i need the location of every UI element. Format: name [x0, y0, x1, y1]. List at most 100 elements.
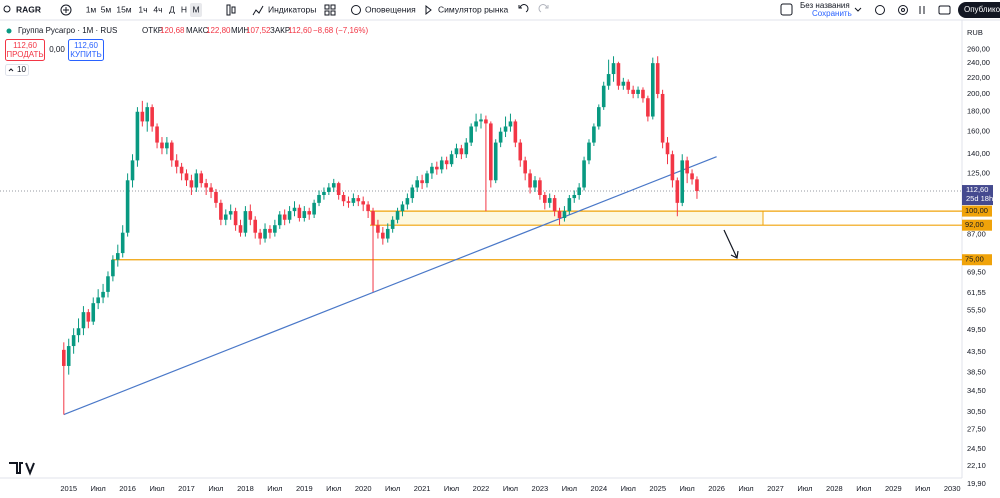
- collapse-button[interactable]: [5, 64, 29, 76]
- candle-body: [322, 191, 326, 195]
- candle-body: [214, 191, 218, 203]
- candle-body: [233, 211, 238, 226]
- high-value: 122,80: [206, 26, 231, 35]
- candle-body: [96, 297, 100, 304]
- sell-label[interactable]: ПРОДАТЬ: [6, 50, 43, 59]
- candle-body: [592, 126, 596, 143]
- candle-body: [140, 111, 145, 122]
- layouts-icon-d: [330, 10, 336, 16]
- interval-button[interactable]: 4ч: [153, 4, 162, 14]
- x-tick-label: 2022: [473, 484, 490, 493]
- chart-title: Группа Русагро · 1М · RUS: [18, 26, 117, 35]
- candle-body: [626, 81, 631, 90]
- x-tick-label: 2015: [60, 484, 77, 493]
- sell-price[interactable]: 112,60: [13, 41, 37, 50]
- publish-button-bg[interactable]: [958, 2, 1000, 18]
- open-label: ОТКР: [142, 26, 163, 35]
- candle-body: [606, 74, 611, 86]
- candle-body: [479, 119, 483, 122]
- interval-button[interactable]: М: [192, 4, 199, 14]
- layout-menu[interactable]: [854, 7, 862, 12]
- candle-body: [518, 142, 523, 161]
- candle-body: [312, 202, 316, 215]
- candle-body: [155, 126, 159, 143]
- simulator-button[interactable]: Симулятор рынка: [438, 4, 509, 14]
- settings-hub: [901, 8, 905, 12]
- indicators-button[interactable]: Индикаторы: [268, 4, 316, 14]
- x-tick-label: 2018: [237, 484, 254, 493]
- undo-button[interactable]: [518, 4, 529, 13]
- candle-body: [489, 123, 493, 181]
- candle-body: [263, 228, 267, 239]
- trend-line: [63, 156, 717, 416]
- chart-type-icon[interactable]: [226, 4, 231, 16]
- candle-body: [174, 160, 179, 167]
- candle-body: [552, 198, 557, 212]
- x-tick-label: Июл: [326, 484, 341, 493]
- candle-body: [331, 183, 336, 188]
- candle-body: [430, 166, 434, 174]
- x-tick-label: 2019: [296, 484, 313, 493]
- candle-body: [91, 303, 96, 322]
- settings-button[interactable]: [898, 5, 908, 15]
- interval-button[interactable]: Н: [181, 4, 187, 14]
- buy-button[interactable]: [68, 39, 104, 61]
- simulator-icon[interactable]: [425, 4, 432, 16]
- redo-button[interactable]: [538, 4, 549, 13]
- alerts-icon[interactable]: [351, 5, 361, 15]
- y-tick-label: 140,00: [967, 149, 990, 158]
- symbol[interactable]: RAGR: [16, 4, 41, 14]
- candle-body: [302, 211, 307, 218]
- layout-name[interactable]: Без названия: [800, 1, 850, 10]
- level-tag: [962, 219, 992, 231]
- y-tick-label: 27,50: [967, 424, 986, 433]
- y-tick-label: 55,50: [967, 306, 986, 315]
- snapshot-button[interactable]: [938, 5, 951, 15]
- candle-body: [562, 211, 567, 218]
- buy-price[interactable]: 112,60: [74, 41, 98, 50]
- sell-button[interactable]: [5, 39, 45, 61]
- countdown-label: 25d 18h: [966, 194, 993, 203]
- compare-button[interactable]: [60, 4, 72, 16]
- x-tick-label: Июл: [91, 484, 106, 493]
- fullscreen-button[interactable]: [919, 6, 925, 14]
- candle-body: [150, 107, 154, 127]
- layouts-icon[interactable]: [324, 4, 330, 10]
- quick-search[interactable]: [875, 5, 885, 15]
- interval-button[interactable]: 1м: [86, 4, 97, 14]
- candle-body: [484, 119, 488, 124]
- indicators-icon[interactable]: [252, 5, 264, 16]
- interval-button[interactable]: 5м: [101, 4, 112, 14]
- candle-body: [631, 89, 635, 94]
- interval-button[interactable]: 1ч: [138, 4, 147, 14]
- y-tick-label: 125,00: [967, 168, 990, 177]
- level-tag: [962, 254, 992, 266]
- interval-button[interactable]: 15м: [116, 4, 131, 14]
- x-tick-label: Июл: [915, 484, 930, 493]
- candle-body: [385, 228, 390, 239]
- x-tick-label: Июл: [149, 484, 164, 493]
- candle-body: [292, 207, 297, 212]
- interval-group: 1м 5м 15м 1ч 4ч Д Н М: [86, 4, 200, 14]
- candle-body: [111, 259, 115, 277]
- y-tick-label: 24,50: [967, 444, 986, 453]
- search-icon[interactable]: [3, 5, 11, 13]
- high-label: МАКС: [186, 26, 209, 35]
- x-tick-label: 2029: [885, 484, 902, 493]
- toolbar: [0, 0, 1000, 20]
- candle-body: [253, 219, 258, 233]
- x-tick-label: 2021: [414, 484, 431, 493]
- candle-body: [690, 173, 694, 180]
- buy-label[interactable]: КУПИТЬ: [70, 50, 101, 59]
- interval-button[interactable]: Д: [169, 4, 175, 14]
- alerts-button[interactable]: Оповещения: [365, 4, 416, 14]
- y-tick-label: 200,00: [967, 89, 990, 98]
- candle-body: [660, 93, 665, 143]
- candle-body: [616, 63, 621, 86]
- candle-body: [341, 194, 346, 202]
- y-tick-label: 22,10: [967, 461, 986, 470]
- publish-button[interactable]: Опубликовать: [964, 5, 1000, 14]
- layout-icon[interactable]: [780, 3, 793, 16]
- candle-body: [268, 228, 272, 233]
